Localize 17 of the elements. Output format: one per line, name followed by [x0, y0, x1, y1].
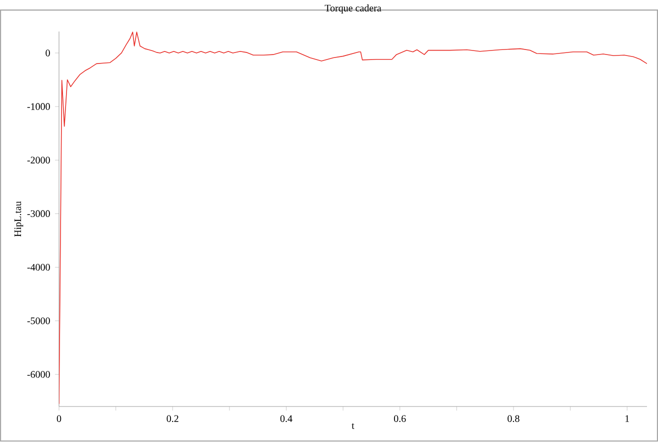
- x-tick-label: 0.6: [394, 415, 406, 422]
- y-tick-label: -3000: [27, 210, 50, 218]
- x-tick-label: 1: [625, 415, 630, 422]
- x-tick-label: 0.8: [508, 415, 520, 422]
- y-tick-label: -1000: [27, 103, 50, 110]
- chart-title: Torque cadera: [324, 4, 382, 14]
- line-series: [59, 32, 647, 404]
- x-axis-title: t: [352, 423, 354, 430]
- y-axis-title: HipL.tau: [14, 202, 24, 237]
- x-tick-label: 0: [56, 415, 62, 422]
- y-tick-label: -4000: [27, 264, 50, 271]
- x-tick-label: 0.2: [166, 415, 178, 422]
- y-tick-label: -2000: [27, 156, 50, 164]
- y-tick-label: 0: [46, 50, 50, 57]
- x-tick-label: 0.4: [280, 415, 292, 422]
- y-tick-label: -5000: [27, 318, 50, 324]
- y-tick-label: -6000: [27, 371, 50, 378]
